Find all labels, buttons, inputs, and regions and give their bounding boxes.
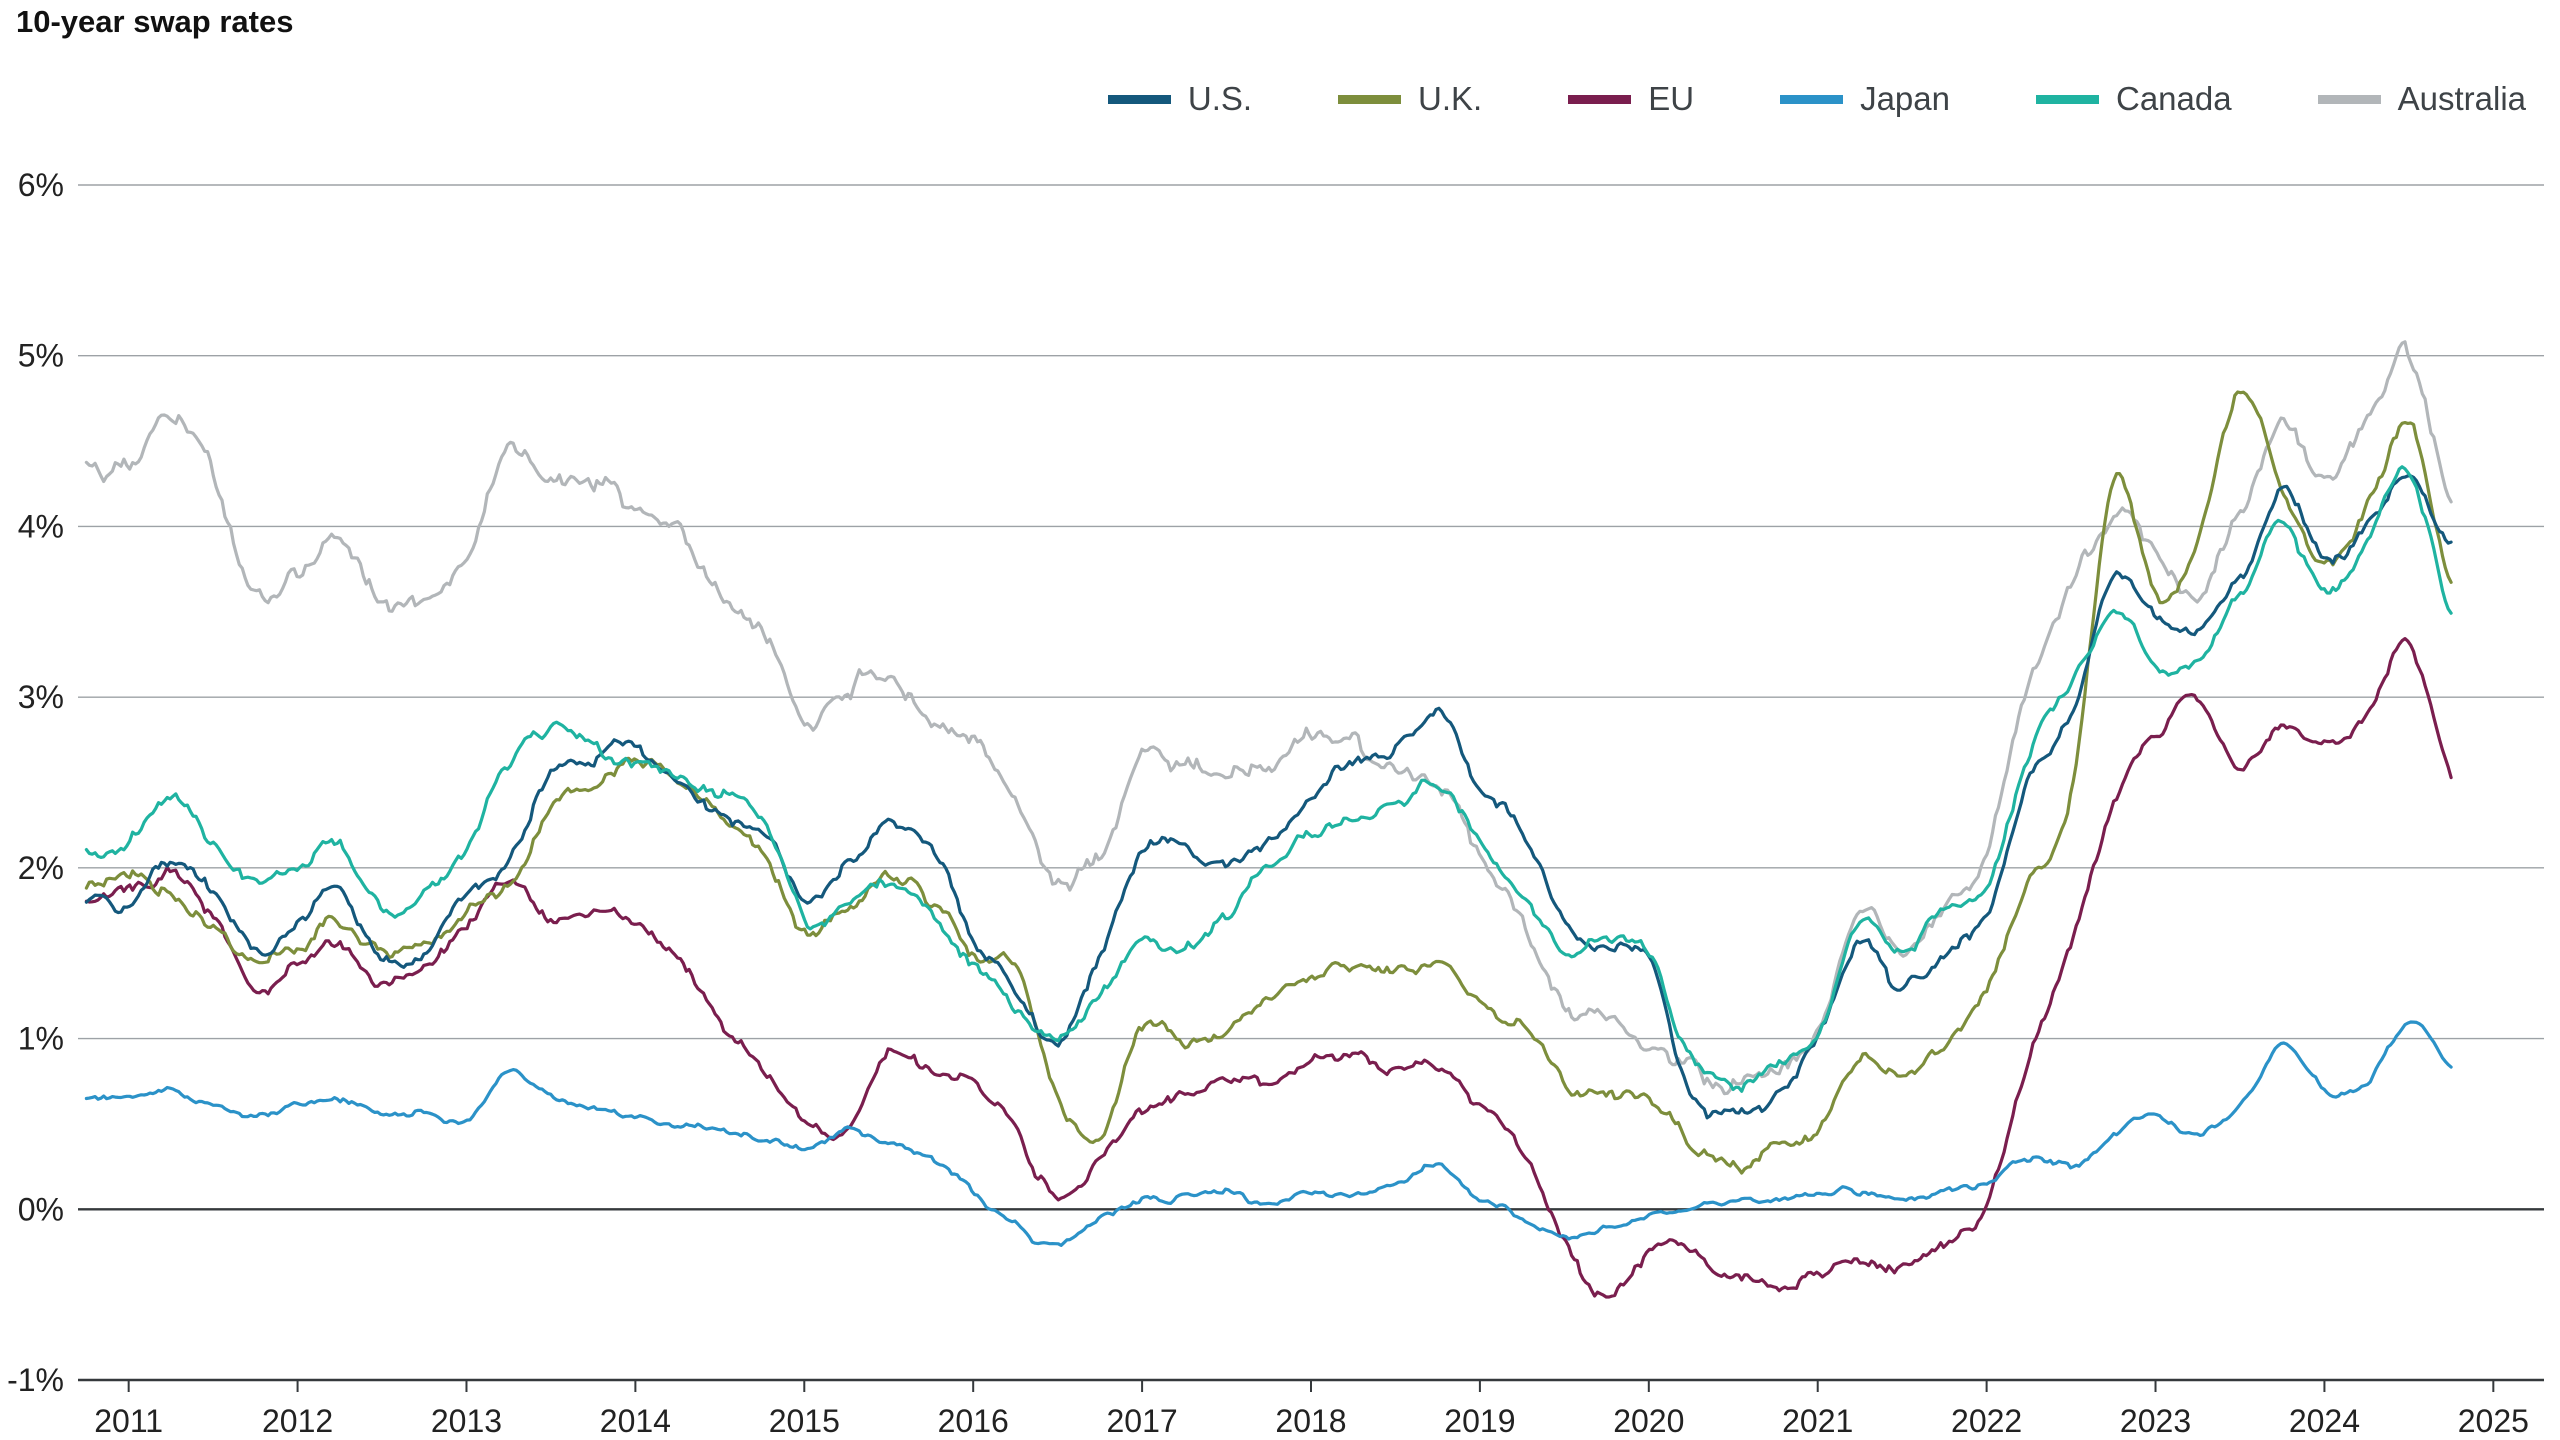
x-tick-label: 2014: [600, 1403, 671, 1439]
legend-swatch-japan: [1780, 94, 1844, 104]
y-tick-label: 2%: [18, 850, 64, 886]
chart-title: 10-year swap rates: [16, 4, 294, 39]
legend-label-uk: U.K.: [1418, 80, 1483, 117]
legend-label-eu: EU: [1648, 80, 1695, 117]
series-line-japan: [84, 1020, 2453, 1248]
legend-label-canada: Canada: [2116, 80, 2232, 117]
x-tick-label: 2011: [94, 1403, 163, 1439]
legend-swatch-uk: [1338, 94, 1402, 104]
legend-label-us: U.S.: [1187, 80, 1253, 117]
legend-item-japan: Japan: [1780, 80, 1950, 118]
legend-swatch-us: [1107, 94, 1171, 104]
legend-item-australia: Australia: [2317, 80, 2526, 118]
x-tick-label: 2020: [1613, 1403, 1684, 1439]
y-tick-label: 5%: [18, 338, 64, 374]
y-axis-labels: 6% 5% 4% 3% 2% 1% 0% -1%: [7, 167, 64, 1398]
legend-swatch-eu: [1568, 94, 1632, 104]
legend: U.S. U.K. EU Japan Canada Australia: [1107, 80, 2526, 118]
legend-label-japan: Japan: [1860, 80, 1950, 117]
y-tick-label: 0%: [18, 1191, 64, 1227]
y-tick-label: 6%: [18, 167, 64, 203]
series-lines: [84, 340, 2453, 1299]
x-tick-label: 2017: [1107, 1403, 1178, 1439]
gridlines: [78, 184, 2544, 1382]
x-tick-label: 2016: [938, 1403, 1009, 1439]
legend-swatch-canada: [2036, 94, 2099, 104]
y-tick-label: 1%: [18, 1021, 64, 1057]
x-tick-label: 2021: [1782, 1403, 1853, 1439]
y-tick-label: 3%: [18, 679, 64, 715]
x-tick-label: 2025: [2458, 1403, 2529, 1439]
legend-swatch-australia: [2317, 94, 2381, 104]
series-line-canada: [84, 465, 2453, 1093]
y-tick-label: -1%: [7, 1362, 64, 1398]
x-tick-label: 2019: [1444, 1403, 1515, 1439]
x-tick-label: 2023: [2120, 1403, 2191, 1439]
legend-item-us: U.S.: [1107, 80, 1253, 118]
x-tick-label: 2024: [2289, 1403, 2360, 1439]
x-tick-label: 2022: [1951, 1403, 2022, 1439]
legend-item-canada: Canada: [2036, 80, 2232, 118]
series-line-eu: [84, 636, 2453, 1299]
x-tick-label: 2015: [769, 1403, 840, 1439]
x-tick-label: 2018: [1275, 1403, 1346, 1439]
legend-item-eu: EU: [1568, 80, 1694, 118]
legend-label-australia: Australia: [2397, 80, 2526, 117]
y-tick-label: 4%: [18, 508, 64, 544]
x-axis-labels: 2011 2012 2013 2014 2015 2016 2017 2018 2019 2020…: [94, 1380, 2529, 1439]
legend-item-uk: U.K.: [1338, 80, 1482, 118]
x-tick-label: 2013: [431, 1403, 502, 1439]
series-line-australia: [84, 340, 2453, 1096]
series-line-uk: [84, 390, 2453, 1175]
series-line-us: [84, 474, 2453, 1120]
x-tick-label: 2012: [262, 1403, 333, 1439]
